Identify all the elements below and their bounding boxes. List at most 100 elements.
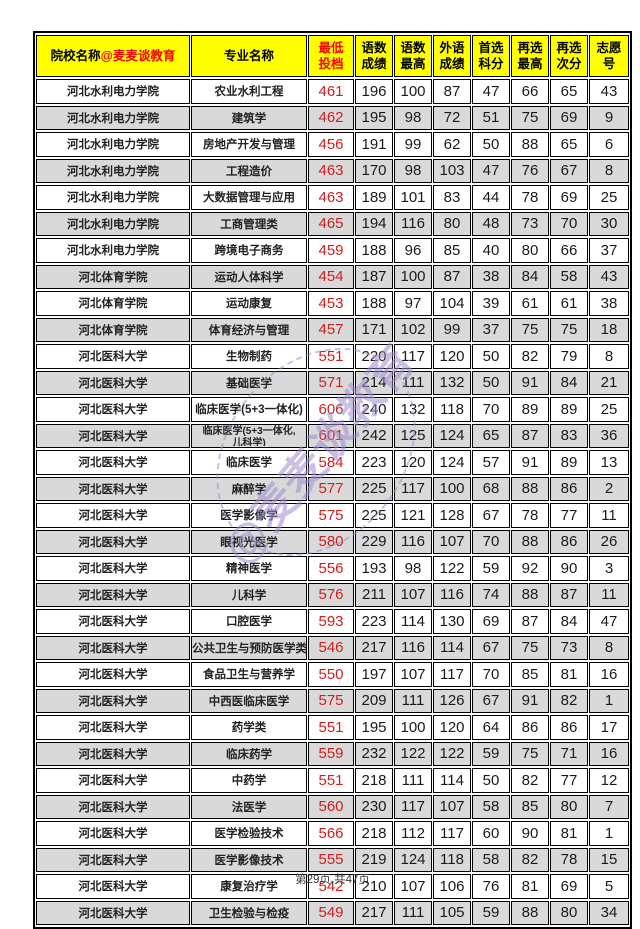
cell-score: 111 [394,900,432,925]
cell-score: 21 [589,370,629,395]
table-row: 河北医科大学 医学检验技术 566 218 112 117 60 90 81 1 [36,821,629,846]
cell-score: 99 [394,132,432,157]
cell-score: 98 [394,556,432,581]
header-row: 院校名称@麦麦谈教育 专业名称 最低 投档 语数 成绩 语数 最高 外语 成绩 … [36,35,629,77]
cell-score: 50 [472,344,510,369]
cell-score: 75 [511,317,549,342]
cell-score: 86 [550,476,588,501]
cell-major: 临床药学 [191,741,307,766]
cell-score: 13 [589,450,629,475]
cell-major: 麻醉学 [191,476,307,501]
cell-school: 河北医科大学 [36,874,190,899]
cell-score: 124 [433,423,471,448]
cell-min-score: 550 [308,662,354,687]
cell-score: 170 [355,158,393,183]
cell-score: 210 [355,874,393,899]
table-row: 河北水利电力学院 跨境电子商务 459 188 96 85 40 80 66 37 [36,238,629,263]
cell-score: 189 [355,185,393,210]
cell-score: 7 [589,794,629,819]
cell-score: 59 [472,900,510,925]
cell-score: 70 [550,211,588,236]
cell-major: 医学检验技术 [191,821,307,846]
cell-score: 75 [511,635,549,660]
cell-score: 67 [550,158,588,183]
cell-score: 125 [394,423,432,448]
cell-score: 83 [550,423,588,448]
cell-score: 57 [472,450,510,475]
cell-score: 98 [394,158,432,183]
cell-school: 河北水利电力学院 [36,79,190,104]
cell-score: 38 [472,264,510,289]
cell-score: 36 [589,423,629,448]
cell-min-score: 575 [308,688,354,713]
header-reselect-second: 再选 次分 [550,35,588,77]
table-row: 河北医科大学 口腔医学 593 223 114 130 69 87 84 47 [36,609,629,634]
cell-major: 建筑学 [191,105,307,130]
cell-score: 114 [433,768,471,793]
cell-score: 73 [511,211,549,236]
cell-score: 101 [394,185,432,210]
cell-score: 88 [511,132,549,157]
cell-school: 河北体育学院 [36,291,190,316]
cell-school: 河北医科大学 [36,741,190,766]
cell-school: 河北医科大学 [36,715,190,740]
cell-score: 84 [550,370,588,395]
table-row: 河北医科大学 临床医学 584 223 120 124 57 91 89 13 [36,450,629,475]
cell-score: 8 [589,344,629,369]
header-min-score: 最低 投档 [308,35,354,77]
cell-score: 62 [433,132,471,157]
table-row: 河北医科大学 临床药学 559 232 122 122 59 75 71 16 [36,741,629,766]
cell-score: 116 [394,635,432,660]
table-body: 河北水利电力学院 农业水利工程 461 196 100 87 47 66 65 43 河北水利电力学… [36,79,629,925]
table-row: 河北医科大学 麻醉学 577 225 117 100 68 88 86 2 [36,476,629,501]
cell-min-score: 457 [308,317,354,342]
cell-score: 71 [550,741,588,766]
cell-score: 211 [355,582,393,607]
cell-score: 120 [433,344,471,369]
cell-min-score: 584 [308,450,354,475]
cell-score: 89 [550,397,588,422]
cell-school: 河北体育学院 [36,264,190,289]
cell-major: 眼视光医学 [191,529,307,554]
cell-score: 58 [472,847,510,872]
cell-min-score: 559 [308,741,354,766]
cell-score: 69 [550,874,588,899]
cell-score: 67 [472,635,510,660]
cell-score: 107 [433,529,471,554]
cell-major: 卫生检验与检疫 [191,900,307,925]
cell-score: 37 [472,317,510,342]
cell-score: 118 [433,397,471,422]
cell-score: 75 [511,105,549,130]
table-row: 河北水利电力学院 大数据管理与应用 463 189 101 83 44 78 69 25 [36,185,629,210]
cell-major: 临床医学(5+3一体化) [191,397,307,422]
cell-min-score: 566 [308,821,354,846]
cell-score: 70 [472,529,510,554]
cell-score: 43 [589,79,629,104]
cell-score: 188 [355,291,393,316]
cell-score: 88 [511,900,549,925]
cell-score: 88 [511,582,549,607]
cell-score: 11 [589,503,629,528]
cell-score: 78 [511,503,549,528]
cell-score: 81 [550,821,588,846]
cell-score: 117 [433,662,471,687]
cell-score: 117 [394,344,432,369]
cell-major: 工商管理类 [191,211,307,236]
cell-score: 82 [511,344,549,369]
cell-score: 100 [433,476,471,501]
table-row: 河北医科大学 生物制药 551 220 117 120 50 82 79 8 [36,344,629,369]
cell-score: 126 [433,688,471,713]
cell-school: 河北水利电力学院 [36,185,190,210]
cell-score: 103 [433,158,471,183]
cell-min-score: 551 [308,344,354,369]
header-reselect-max: 再选 最高 [511,35,549,77]
table-row: 河北水利电力学院 工商管理类 465 194 116 80 48 73 70 30 [36,211,629,236]
cell-score: 225 [355,503,393,528]
table-row: 河北医科大学 基础医学 571 214 111 132 50 91 84 21 [36,370,629,395]
cell-score: 229 [355,529,393,554]
cell-score: 114 [394,609,432,634]
cell-major: 中药学 [191,768,307,793]
cell-score: 120 [433,715,471,740]
cell-school: 河北医科大学 [36,476,190,501]
cell-score: 72 [433,105,471,130]
